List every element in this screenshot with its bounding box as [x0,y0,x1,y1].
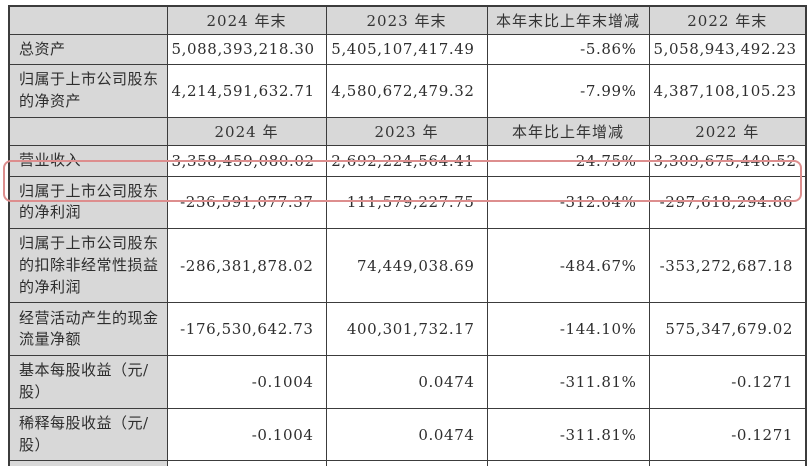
header-blank-cell [8,5,168,35]
row-label: 归属于上市公司股东的净资产 [8,64,168,118]
cell-2023: 0.0474 [325,407,488,462]
header-2023-year: 2023 年 [325,116,488,146]
cell-change: -311.81% [486,407,650,462]
cell-change: -312.04% [486,175,650,229]
header-2022-year-end: 2022 年末 [648,5,807,35]
cell-2022: -297,618,294.86 [648,175,807,229]
table-row-net-profit-excl-nonrecurring: 归属于上市公司股东的扣除非经常性损益的净利润 -286,381,878.02 7… [8,227,807,304]
header-2024-year: 2024 年 [166,116,327,146]
cell-2023: 400,301,732.17 [325,302,488,357]
cell-change: -311.81% [486,355,650,409]
cell-change: 24.75% [486,144,650,177]
cell-change: -7.99% [486,64,650,118]
cell-2023: 4,580,672,479.32 [325,64,488,118]
cell-2022: 4,387,108,105.23 [648,64,807,118]
row-label: 总资产 [8,33,168,66]
cell-2024: -0.1004 [166,407,327,462]
header-2023-year-end: 2023 年末 [325,5,488,35]
row-label: 经营活动产生的现金流量净额 [8,302,168,357]
cell-2022: -0.1271 [648,355,807,409]
cell-2023: 5,405,107,417.49 [325,33,488,66]
row-label: 归属于上市公司股东的净利润 [8,175,168,229]
table-row-basic-eps: 基本每股收益（元/股） -0.1004 0.0474 -311.81% -0.1… [8,355,807,409]
table-row-operating-cash-flow: 经营活动产生的现金流量净额 -176,530,642.73 400,301,73… [8,302,807,357]
row-label: 加权平均净资产收益率 [8,460,168,466]
cell-change: -5.86% [486,33,650,66]
header-blank-cell [8,116,168,146]
cell-2024: 5,088,393,218.30 [166,33,327,66]
header-yoy-change-year-end: 本年末比上年末增减 [486,5,650,35]
cell-2022: -6.47% [648,460,807,466]
cell-change: -7.95% [486,460,650,466]
cell-2024: -176,530,642.73 [166,302,327,357]
row-label: 稀释每股收益（元/股） [8,407,168,462]
cell-2023: 2.51% [325,460,488,466]
cell-2024: -236,591,077.37 [166,175,327,229]
cell-2024: 4,214,591,632.71 [166,64,327,118]
row-label: 基本每股收益（元/股） [8,355,168,409]
table-row-weighted-avg-roe: 加权平均净资产收益率 -5.44% 2.51% -7.95% -6.47% [8,460,807,466]
cell-2024: 3,358,459,080.02 [166,144,327,177]
cell-2023: 2,692,224,564.41 [325,144,488,177]
row-label: 营业收入 [8,144,168,177]
cell-2023: 0.0474 [325,355,488,409]
cell-2024: -0.1004 [166,355,327,409]
cell-2023: 74,449,038.69 [325,227,488,304]
cell-2022: -353,272,687.18 [648,227,807,304]
row-label: 归属于上市公司股东的扣除非经常性损益的净利润 [8,227,168,304]
cell-2022: 5,058,943,492.23 [648,33,807,66]
header-yoy-change-year: 本年比上年增减 [486,116,650,146]
cell-change: -144.10% [486,302,650,357]
cell-2022: -0.1271 [648,407,807,462]
cell-2022: 575,347,679.02 [648,302,807,357]
cell-2024: -286,381,878.02 [166,227,327,304]
cell-2022: 3,309,675,440.52 [648,144,807,177]
cell-2023: 111,579,227.75 [325,175,488,229]
header-row-period: 2024 年 2023 年 本年比上年增减 2022 年 [8,116,807,146]
table-row-net-profit-highlighted: 归属于上市公司股东的净利润 -236,591,077.37 111,579,22… [8,175,807,229]
table-row-diluted-eps: 稀释每股收益（元/股） -0.1004 0.0474 -311.81% -0.1… [8,407,807,462]
financial-summary-table: 2024 年末 2023 年末 本年末比上年末增减 2022 年末 总资产 5,… [8,5,807,466]
cell-change: -484.67% [486,227,650,304]
header-2022-year: 2022 年 [648,116,807,146]
header-row-period-end: 2024 年末 2023 年末 本年末比上年末增减 2022 年末 [8,5,807,35]
table-row-total-assets: 总资产 5,088,393,218.30 5,405,107,417.49 -5… [8,33,807,66]
table-row-net-assets: 归属于上市公司股东的净资产 4,214,591,632.71 4,580,672… [8,64,807,118]
header-2024-year-end: 2024 年末 [166,5,327,35]
table-row-operating-revenue: 营业收入 3,358,459,080.02 2,692,224,564.41 2… [8,144,807,177]
cell-2024: -5.44% [166,460,327,466]
